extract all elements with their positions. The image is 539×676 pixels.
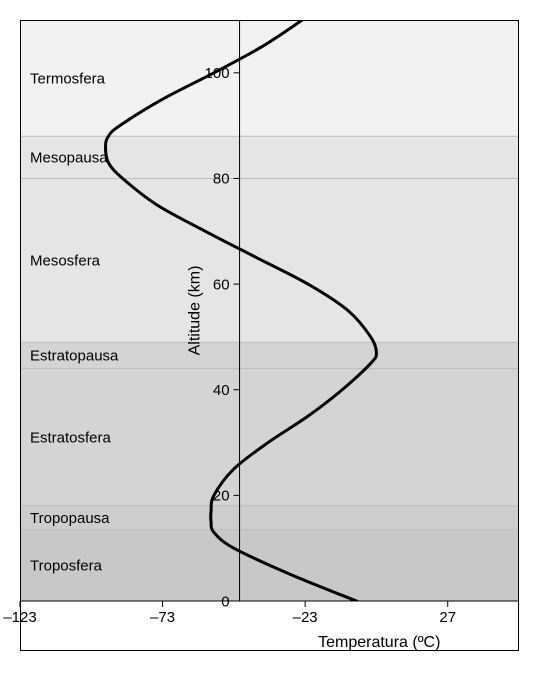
atmosphere-temperature-chart: –123–73–2327020406080100Altitude (km)Tem…	[0, 0, 539, 671]
y-tick-label: 0	[221, 593, 229, 610]
y-tick-label: 80	[213, 171, 230, 188]
y-tick-label: 40	[213, 382, 230, 399]
layer-label: Tropopausa	[30, 510, 110, 527]
x-tick-label: –73	[150, 609, 175, 626]
layer-label: Troposfera	[30, 558, 103, 575]
y-tick-label: 60	[213, 276, 230, 293]
y-axis-label: Altitude (km)	[187, 266, 204, 356]
x-tick-label: –123	[3, 609, 36, 626]
layer-label: Mesosfera	[30, 253, 101, 270]
chart-svg: –123–73–2327020406080100Altitude (km)Tem…	[0, 0, 539, 671]
x-tick-label: 27	[439, 609, 456, 626]
layer-label: Estratosfera	[30, 430, 112, 447]
x-axis-label: Temperatura (ºC)	[318, 634, 440, 651]
x-tick-label: –23	[293, 609, 318, 626]
layer-label: Termosfera	[30, 70, 106, 87]
layer-label: Estratopausa	[30, 348, 119, 365]
layer-label: Mesopausa	[30, 150, 108, 167]
